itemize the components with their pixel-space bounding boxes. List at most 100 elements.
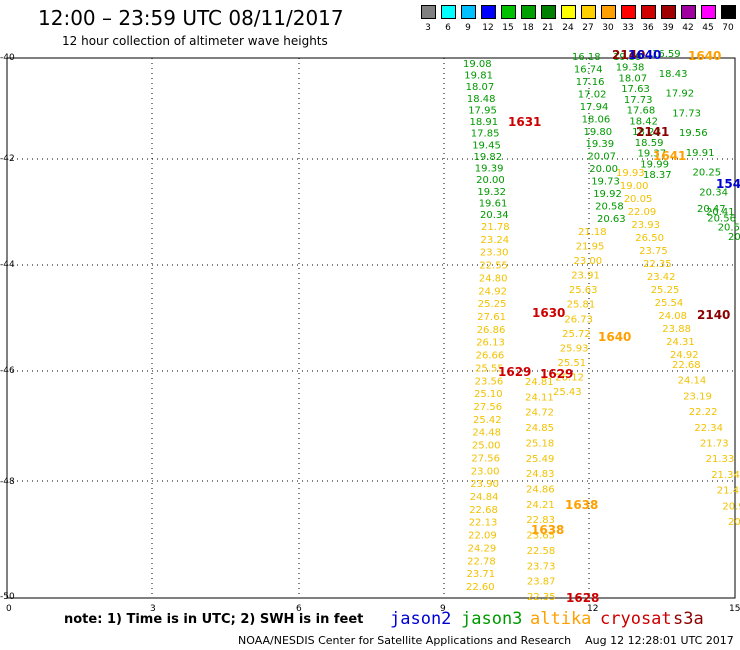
wave-height-value: 24.92 (670, 350, 699, 361)
wave-height-value: 17.68 (627, 106, 656, 117)
wave-height-value: 25.55 (475, 363, 504, 374)
wave-height-value: 20.56 (707, 213, 736, 224)
pass-number-label: 1631 (508, 115, 541, 129)
wave-height-value: 18.37 (643, 170, 672, 181)
wave-height-value: 17.95 (468, 106, 497, 117)
wave-height-value: 24.83 (526, 469, 555, 480)
wave-height-value: 22.55 (479, 261, 508, 272)
latitude-label: -50 (0, 592, 15, 602)
legend-cryosat: cryosat (600, 609, 672, 629)
map-frame (6, 57, 736, 599)
wave-height-value: 21.34 (711, 470, 740, 481)
pass-number-label: 1640 (598, 330, 631, 344)
wave-height-value: 22.68 (469, 505, 498, 516)
pass-number-label: 154 (716, 177, 740, 191)
wave-height-value: 20.00 (589, 164, 618, 175)
legend-swatch (721, 5, 736, 19)
credit-text: NOAA/NESDIS Center for Satellite Applica… (238, 634, 572, 647)
legend-swatch-label: 18 (522, 23, 534, 33)
wave-height-value: 27.56 (474, 402, 503, 413)
wave-height-value: 23.90 (470, 479, 499, 490)
legend-swatch-label: 15 (502, 23, 514, 33)
wave-height-value: 19.61 (479, 198, 508, 209)
wave-height-value: 17.63 (621, 84, 650, 95)
legend-swatch-label: 27 (582, 23, 594, 33)
wave-height-value: 22.78 (467, 556, 496, 567)
wave-height-value: 20.96 (722, 501, 740, 512)
legend-swatch-label: 42 (682, 23, 694, 33)
map-title: 12:00 – 23:59 UTC 08/11/2017 (38, 6, 344, 30)
wave-height-value: 25.43 (553, 387, 582, 398)
wave-height-value: 16.74 (574, 65, 603, 76)
legend-swatch-label: 21 (542, 23, 554, 33)
wave-height-value: 24.84 (470, 492, 499, 503)
wave-height-value: 18.91 (470, 117, 499, 128)
pass-number-label: 2140 (697, 308, 730, 322)
wave-height-value: 23.71 (467, 569, 496, 580)
legend-swatch-label: 33 (622, 23, 634, 33)
legend-swatch (561, 5, 576, 19)
wave-height-value: 24.31 (666, 337, 695, 348)
wave-height-value: 26.12 (555, 373, 584, 384)
wave-height-value: 19.93 (616, 168, 645, 179)
wave-height-value: 20.63 (597, 214, 626, 225)
wave-height-value: 19.37 (638, 149, 667, 160)
legend-swatch (601, 5, 616, 19)
wave-height-value: 20.05 (624, 194, 653, 205)
wave-height-value: 24.72 (525, 408, 554, 419)
wave-height-value: 25.25 (478, 299, 507, 310)
wave-height-value: 26.73 (564, 314, 593, 325)
altimeter-tracks: 19.0819.8118.0718.4817.9518.9117.8519.45… (463, 49, 740, 603)
legend-swatch-label: 45 (702, 23, 714, 33)
wave-height-value: 25.51 (558, 358, 587, 369)
pass-number-label: 1630 (532, 306, 565, 320)
wave-height-value: 17.16 (576, 77, 605, 88)
wave-height-value: 22.13 (469, 518, 498, 529)
legend-swatch (441, 5, 456, 19)
wave-height-value: 21.33 (706, 454, 735, 465)
wave-height-value: 19.08 (463, 59, 492, 70)
legend-swatch-label: 6 (445, 23, 451, 33)
wave-height-value: 23.19 (683, 391, 712, 402)
wave-height-value: 24.08 (658, 311, 687, 322)
pass-number-label: 1629 (540, 367, 573, 381)
wave-height-value: 23.00 (574, 256, 603, 267)
wave-height-value: 18.43 (659, 69, 688, 80)
wave-height-value: 20.58 (595, 202, 624, 213)
wave-height-value: 22.22 (689, 407, 718, 418)
wave-height-value: 23.65 (526, 531, 555, 542)
wave-height-value: 27.61 (477, 312, 506, 323)
wave-height-value: 18.48 (467, 94, 496, 105)
legend-swatch (521, 5, 536, 19)
wave-height-value: 22.60 (466, 582, 495, 593)
wave-height-value: 18.07 (466, 82, 495, 93)
legend-swatch-label: 9 (465, 23, 471, 33)
wave-height-value: 22.35 (527, 592, 556, 603)
wave-height-value: 20.91 (728, 517, 740, 528)
wave-height-value: 16.18 (572, 52, 601, 63)
wave-height-value: 21.95 (576, 242, 605, 253)
wave-height-value: 25.18 (526, 438, 555, 449)
wave-height-value: 21.73 (700, 439, 729, 450)
wave-height-value: 22.58 (527, 546, 556, 557)
wave-height-value: 24.14 (678, 376, 707, 387)
latitude-label: -44 (0, 260, 15, 270)
wave-height-value: 24.86 (526, 485, 555, 496)
pass-number-label: 1638 (531, 523, 564, 537)
wave-height-value: 25.10 (474, 389, 503, 400)
legend-swatch-label: 3 (425, 23, 431, 33)
wave-height-value: 25.54 (655, 298, 684, 309)
updated-time: Aug 12 12:28:01 UTC 2017 (585, 634, 734, 647)
wave-height-value: 20.47 (697, 204, 726, 215)
pass-number-label: 2140 (612, 48, 645, 62)
wave-height-value: 19.92 (593, 189, 622, 200)
lat-lon-grid (7, 58, 735, 598)
longitude-label: 0 (6, 604, 12, 614)
wave-height-value: 23.91 (571, 271, 600, 282)
wave-height-value: 27.56 (471, 453, 500, 464)
wave-height-value: 18.23 (632, 127, 661, 138)
wave-height-value: 26.86 (477, 325, 506, 336)
pass-number-label: 1641 (653, 149, 686, 163)
wave-height-value: 20.59 (718, 223, 740, 234)
